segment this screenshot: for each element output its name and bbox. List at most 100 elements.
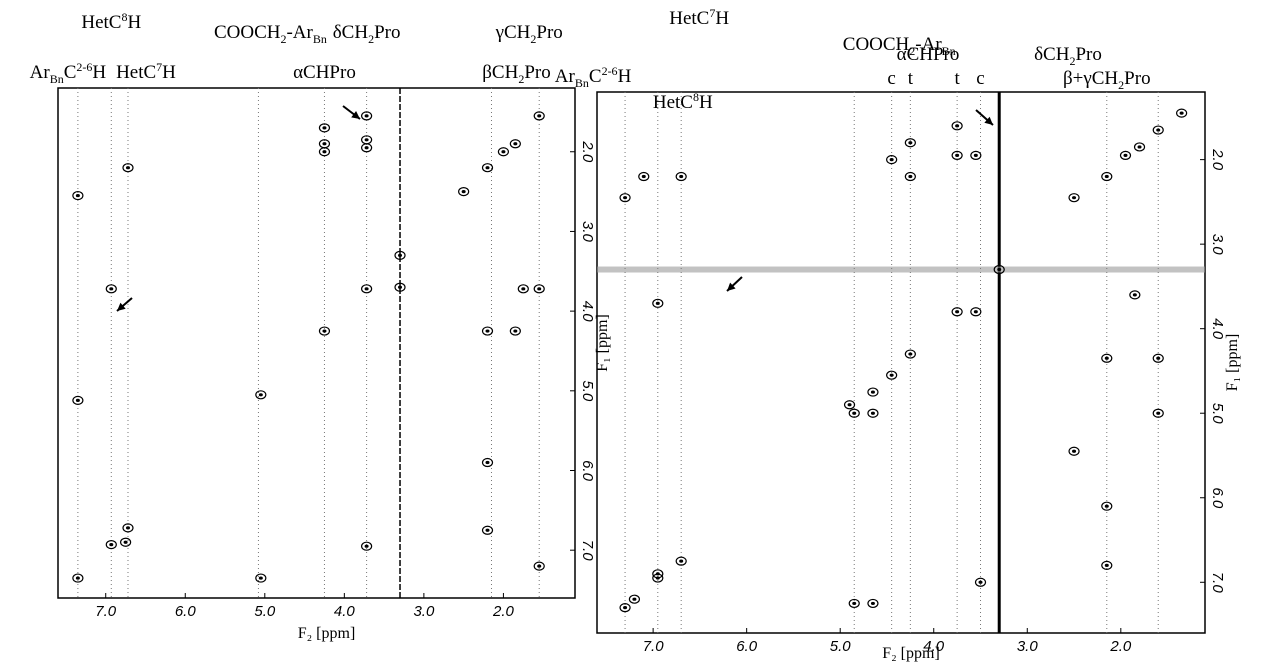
cross-peak-core: [955, 310, 960, 314]
cross-peak-core: [537, 287, 542, 291]
peak-label: ArBnC2-6H: [30, 60, 107, 86]
cross-peak-core: [973, 153, 978, 157]
cross-peak-core: [1137, 145, 1142, 149]
cross-peak: [904, 171, 916, 182]
peak-label: t: [954, 68, 960, 89]
peak-label: HetC8H: [653, 90, 713, 113]
cross-peak: [72, 190, 84, 201]
label-part: βCH: [482, 62, 518, 83]
cross-peak-core: [537, 114, 542, 118]
cross-peak: [619, 603, 631, 613]
cross-peak-core: [1132, 293, 1137, 297]
cross-peak-core: [955, 124, 960, 128]
cross-peak-core: [852, 411, 857, 415]
cross-peak: [481, 457, 494, 468]
cross-peak-core: [322, 329, 327, 333]
cross-peak: [481, 525, 494, 535]
y-tick-label: 2.0: [579, 140, 596, 163]
label-part: t: [954, 68, 960, 89]
label-part: Bn: [575, 76, 589, 90]
cross-peak: [361, 284, 373, 294]
label-part: Pro: [1124, 68, 1150, 89]
cross-peak-core: [1156, 411, 1161, 415]
cross-peak: [848, 408, 860, 418]
cross-peak: [1176, 108, 1188, 118]
label-part: 2: [909, 44, 915, 58]
label-part: Ar: [30, 62, 51, 83]
cross-peak: [619, 193, 631, 203]
x-axis-label: F₂ [ppm]: [298, 625, 356, 642]
label-part: 2-6: [602, 64, 618, 78]
cross-peak: [993, 264, 1005, 275]
cross-peak-core: [485, 166, 490, 170]
cross-peak: [533, 284, 545, 294]
peak-label: c: [887, 68, 895, 89]
label-part: -Ar: [915, 34, 942, 55]
cross-peak: [1101, 353, 1113, 363]
label-part: 2: [530, 32, 536, 46]
x-tick-label: 2.0: [492, 603, 515, 620]
label-part: t: [908, 68, 914, 89]
label-part: γCH: [495, 22, 531, 43]
cross-peak-core: [889, 373, 894, 377]
cross-peak: [394, 282, 406, 292]
peak-label: ArBnC2-6H: [555, 64, 632, 90]
label-part: COOCH: [843, 34, 910, 55]
cross-peak-core: [513, 142, 518, 146]
x-tick-label: 7.0: [95, 603, 117, 620]
label-part: H: [127, 12, 141, 33]
cross-peak: [628, 594, 641, 604]
label-part: C: [589, 66, 602, 87]
cross-peak: [105, 284, 117, 294]
cross-peak: [105, 540, 117, 550]
cross-peak: [970, 307, 982, 317]
cross-peak-core: [889, 158, 894, 162]
cross-peak: [72, 395, 84, 405]
cross-peak-core: [364, 544, 369, 548]
cross-peak-core: [870, 601, 875, 606]
cross-peak-core: [870, 390, 875, 394]
cross-peak: [970, 150, 982, 160]
cross-peak: [533, 561, 545, 571]
label-part: COOCH: [214, 22, 281, 43]
peak-label: c: [976, 68, 984, 89]
cross-peak: [1152, 408, 1164, 418]
x-tick-label: 7.0: [643, 638, 665, 655]
cross-peak-core: [955, 153, 960, 157]
label-part: HetC: [653, 92, 693, 113]
label-part: δCH: [333, 22, 369, 43]
label-part: HetC: [116, 62, 156, 83]
y-tick-label: 3.0: [1209, 234, 1226, 256]
cross-peak: [1133, 142, 1146, 152]
cross-peak: [951, 150, 963, 160]
label-part: c: [976, 68, 984, 89]
cross-peak-core: [322, 126, 327, 130]
label-part: Pro: [374, 22, 400, 43]
cross-peak: [122, 163, 134, 173]
cross-peak-core: [655, 301, 660, 305]
label-part: 2: [368, 32, 374, 46]
y-tick-label: 7.0: [579, 540, 596, 562]
label-part: C: [64, 62, 77, 83]
cross-peak-core: [1156, 356, 1161, 360]
cross-peak: [361, 111, 373, 121]
y-tick-label: 3.0: [579, 221, 596, 243]
cross-peak-core: [978, 580, 983, 584]
peak-label: γCH2Pro: [495, 22, 563, 46]
arrow-head: [351, 110, 360, 119]
cross-peak-core: [1123, 153, 1128, 157]
cross-peak-core: [908, 141, 913, 145]
x-tick-label: 3.0: [1017, 638, 1039, 655]
label-part: Bn: [313, 32, 327, 46]
cross-peak-core: [75, 576, 80, 580]
label-part: Ar: [555, 66, 576, 87]
label-part: 8: [693, 90, 699, 104]
cross-peak-core: [537, 564, 542, 568]
cross-peak: [120, 537, 132, 547]
cross-peak: [509, 139, 521, 149]
y-tick-label: 4.0: [1209, 318, 1226, 340]
x-tick-label: 4.0: [334, 603, 356, 620]
x-tick-label: 6.0: [736, 638, 758, 655]
cross-peak-core: [1104, 504, 1109, 508]
cross-peak: [318, 123, 331, 133]
